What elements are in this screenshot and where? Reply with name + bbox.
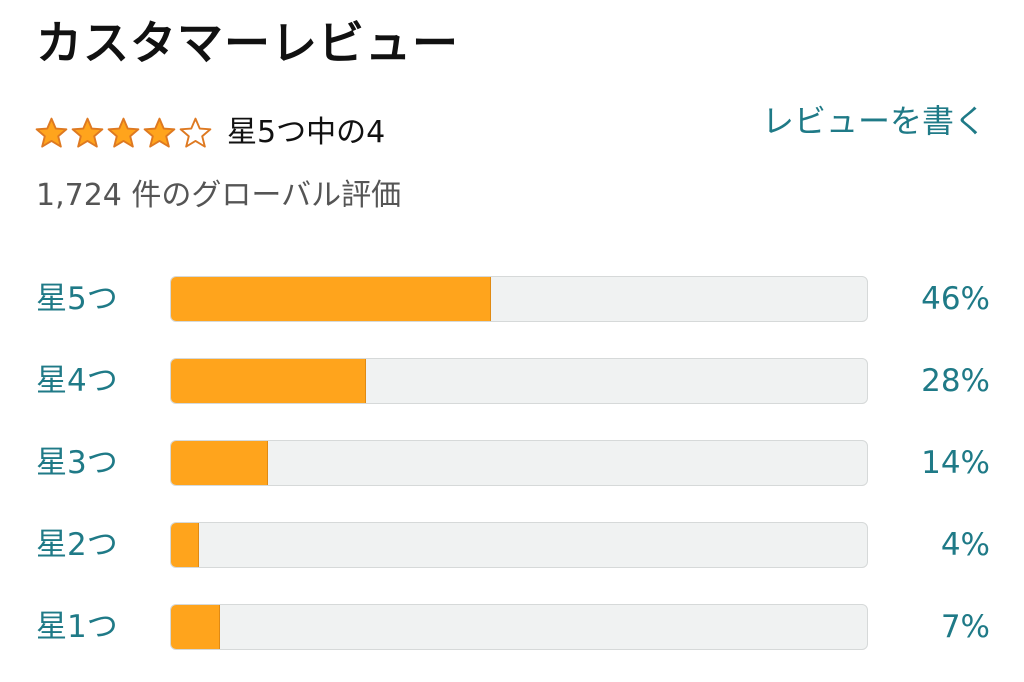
histogram-bar-fill	[171, 523, 199, 567]
star-filled-icon	[107, 117, 140, 148]
histogram-row[interactable]: 星2つ 4%	[0, 518, 1024, 600]
histogram-bar[interactable]	[170, 522, 868, 568]
histogram-percent[interactable]: 14%	[921, 445, 990, 481]
histogram-bar-fill	[171, 277, 492, 321]
histogram-row[interactable]: 星3つ 14%	[0, 436, 1024, 518]
histogram-bar[interactable]	[170, 358, 868, 404]
rating-histogram: 星5つ 46% 星4つ 28% 星3つ 14% 星2つ 4% 星1つ 7%	[0, 272, 1024, 682]
star-filled-icon	[35, 117, 68, 148]
histogram-bar-fill	[171, 359, 366, 403]
histogram-row[interactable]: 星4つ 28%	[0, 354, 1024, 436]
histogram-star-label[interactable]: 星4つ	[36, 363, 118, 399]
rating-text: 星5つ中の4	[227, 115, 386, 150]
rating-summary: 星5つ中の4	[34, 108, 385, 158]
star-filled-icon	[143, 117, 176, 148]
histogram-bar-fill	[171, 605, 220, 649]
histogram-star-label[interactable]: 星1つ	[36, 609, 118, 645]
histogram-bar-fill	[171, 441, 269, 485]
page-title: カスタマーレビュー	[36, 16, 459, 70]
histogram-star-label[interactable]: 星3つ	[36, 445, 118, 481]
star-empty-icon	[179, 117, 212, 148]
histogram-star-label[interactable]: 星2つ	[36, 527, 118, 563]
histogram-percent[interactable]: 7%	[940, 609, 990, 645]
histogram-percent[interactable]: 4%	[940, 527, 990, 563]
histogram-row[interactable]: 星1つ 7%	[0, 600, 1024, 682]
histogram-star-label[interactable]: 星5つ	[36, 281, 118, 317]
histogram-percent[interactable]: 28%	[921, 363, 990, 399]
histogram-bar[interactable]	[170, 276, 868, 322]
histogram-bar[interactable]	[170, 440, 868, 486]
histogram-bar[interactable]	[170, 604, 868, 650]
histogram-row[interactable]: 星5つ 46%	[0, 272, 1024, 354]
global-rating-count: 1,724 件のグローバル評価	[36, 178, 402, 213]
histogram-percent[interactable]: 46%	[921, 281, 990, 317]
star-rating	[34, 116, 213, 151]
star-filled-icon	[71, 117, 104, 148]
write-review-link[interactable]: レビューを書く	[761, 102, 986, 140]
